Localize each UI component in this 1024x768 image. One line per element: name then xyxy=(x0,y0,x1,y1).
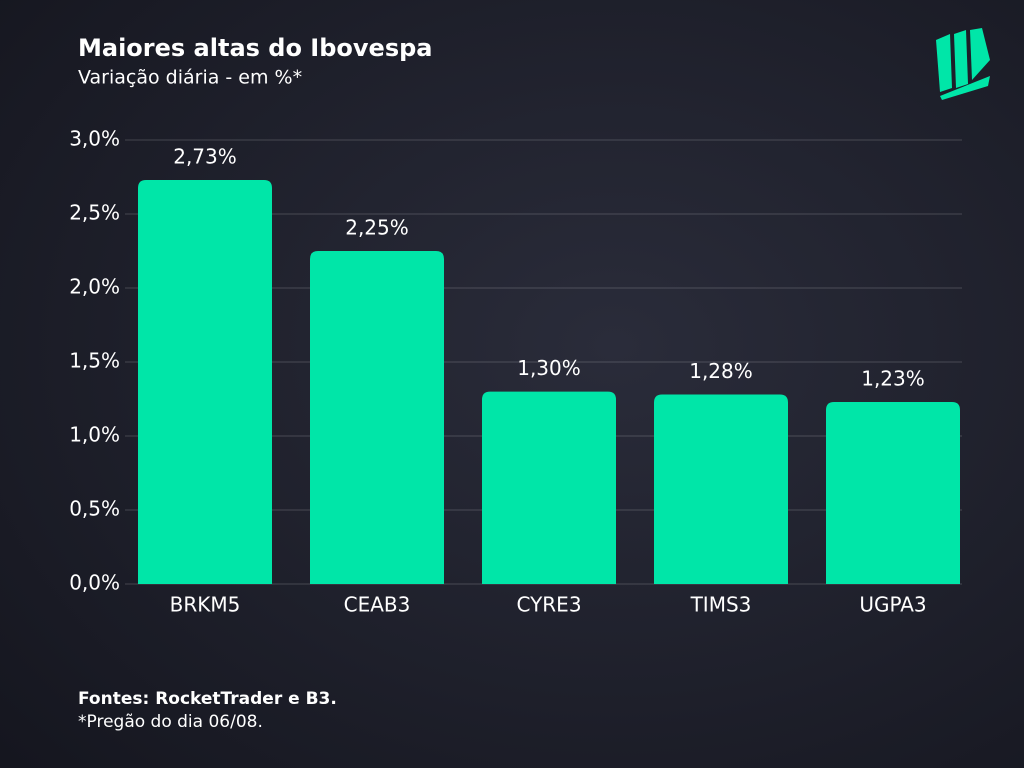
data-label: 1,28% xyxy=(689,359,753,383)
data-label: 1,23% xyxy=(861,366,925,390)
x-tick-label: CEAB3 xyxy=(344,593,411,617)
chart-subtitle: Variação diária - em %* xyxy=(78,67,302,89)
bar xyxy=(654,394,788,584)
y-tick-label: 2,5% xyxy=(69,201,120,225)
bar xyxy=(482,391,616,584)
y-tick-label: 0,5% xyxy=(69,497,120,521)
bar xyxy=(138,179,272,584)
note: *Pregão do dia 06/08. xyxy=(78,712,263,732)
chart-title: Maiores altas do Ibovespa xyxy=(78,34,432,62)
data-label: 1,30% xyxy=(517,356,581,380)
x-tick-label: UGPA3 xyxy=(859,593,926,617)
data-label: 2,73% xyxy=(173,144,237,168)
y-tick-label: 0,0% xyxy=(69,571,120,595)
logo xyxy=(936,28,990,100)
x-tick-label: TIMS3 xyxy=(690,593,752,617)
source: Fontes: RocketTrader e B3. xyxy=(78,689,337,709)
y-tick-label: 1,0% xyxy=(69,423,120,447)
y-tick-label: 2,0% xyxy=(69,275,120,299)
data-label: 2,25% xyxy=(345,216,409,240)
y-tick-label: 1,5% xyxy=(69,349,120,373)
x-tick-label: BRKM5 xyxy=(170,593,241,617)
y-tick-label: 3,0% xyxy=(69,127,120,151)
bar xyxy=(826,401,960,584)
bar xyxy=(310,251,444,584)
x-tick-label: CYRE3 xyxy=(516,593,581,617)
